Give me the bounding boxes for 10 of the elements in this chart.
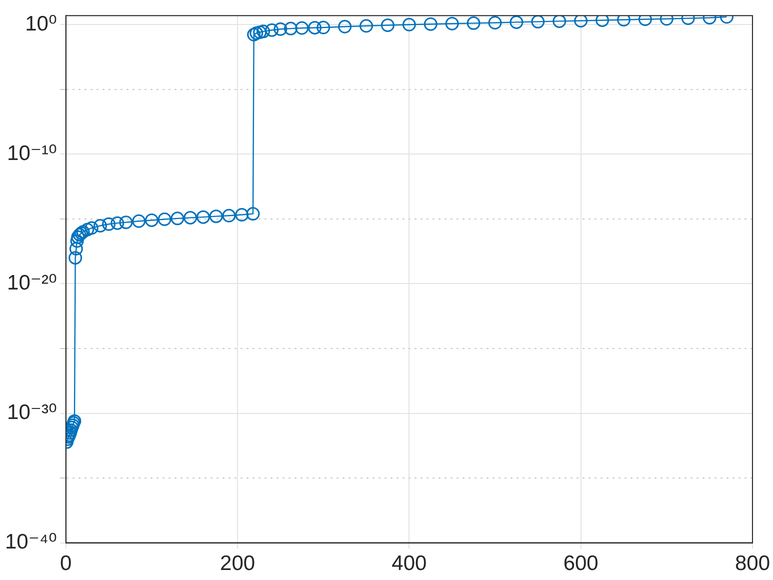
x-tick-label: 0 bbox=[60, 552, 72, 576]
x-tick-label: 200 bbox=[220, 552, 256, 576]
x-tick-label: 600 bbox=[563, 552, 598, 576]
y-tick-label: 10⁻¹⁰ bbox=[7, 142, 57, 165]
x-tick-label: 800 bbox=[734, 552, 770, 576]
y-tick-label: 10⁻⁴⁰ bbox=[4, 530, 57, 554]
y-tick-label: 10⁰ bbox=[25, 12, 57, 36]
y-tick-label: 10⁻²⁰ bbox=[7, 272, 57, 295]
x-tick-label: 400 bbox=[392, 552, 427, 576]
y-tick-label: 10⁻³⁰ bbox=[7, 401, 57, 424]
